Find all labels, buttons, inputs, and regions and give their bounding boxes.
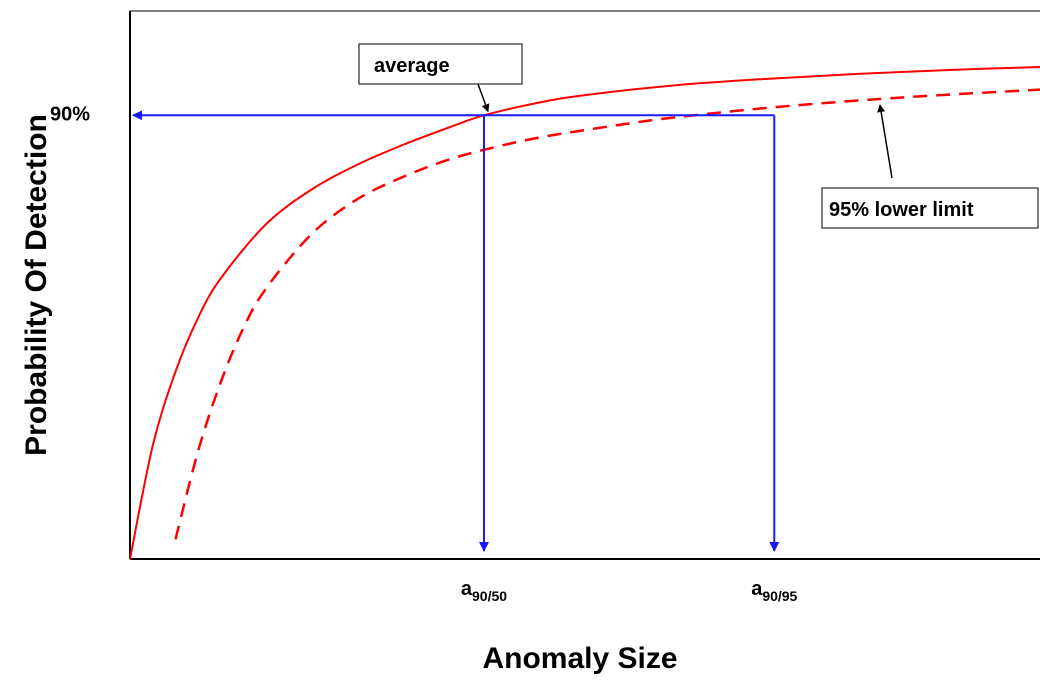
plot-frame <box>129 10 1040 560</box>
x-tick-label-a90-50: a90/50 <box>461 578 507 604</box>
average-annotation-text: average <box>374 55 450 77</box>
lower-limit-pointer-arrow <box>877 104 893 179</box>
y-axis-title: Probability Of Detection <box>20 114 53 456</box>
y-tick-label-90: 90% <box>50 104 90 126</box>
lower-limit-curve <box>174 88 1040 540</box>
x-tick-label-a90-95: a90/95 <box>751 578 797 604</box>
average-curve <box>129 65 1040 560</box>
lower-limit-annotation-box <box>821 187 1039 229</box>
average-pointer-arrow <box>477 83 490 113</box>
x-axis-title: Anomaly Size <box>482 642 677 675</box>
lower-limit-annotation-text: 95% lower limit <box>829 199 974 221</box>
average-annotation-box <box>358 43 523 85</box>
